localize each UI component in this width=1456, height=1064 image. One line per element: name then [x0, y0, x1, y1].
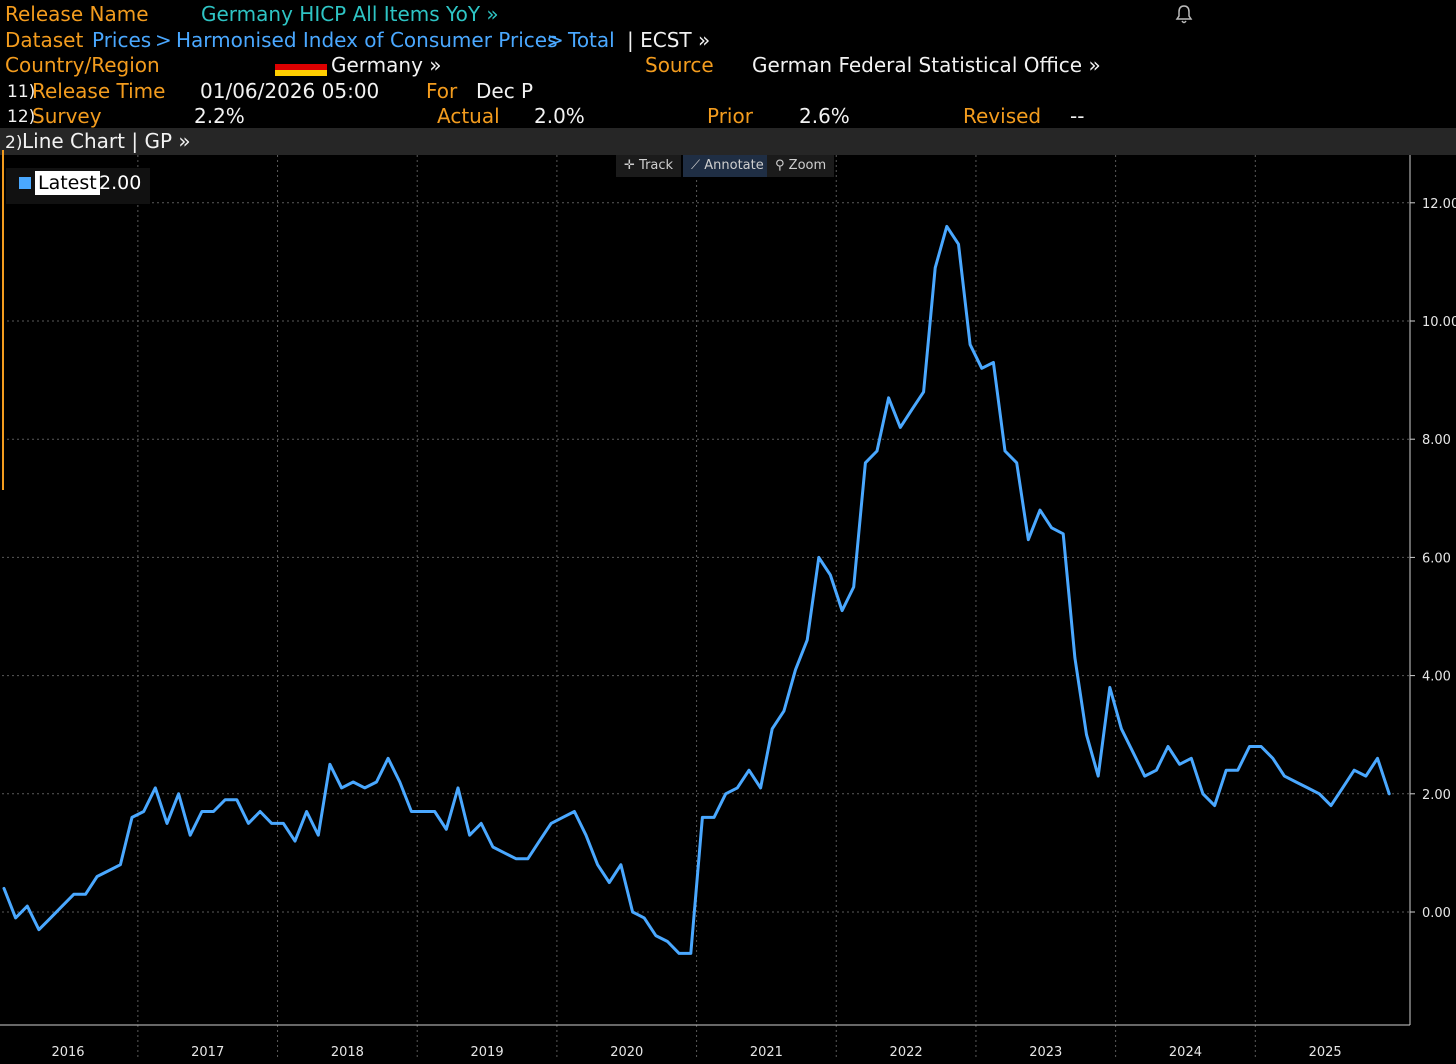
chart-legend[interactable]: Latest 2.00 — [6, 168, 150, 204]
x-tick-label: 2016 — [51, 1045, 84, 1060]
survey-number[interactable]: 12) — [7, 107, 36, 127]
breadcrumb-hicp[interactable]: Harmonised Index of Consumer Prices — [176, 28, 558, 52]
ecst-link[interactable]: | ECST » — [627, 28, 711, 52]
y-axis-ticks: 0.00 2.00 4.00 6.00 8.00 10.00 12.00 — [1410, 197, 1456, 921]
chart-toolbar: 2) Line Chart | GP » — [0, 128, 1456, 155]
track-button[interactable]: ✛ Track — [616, 155, 682, 177]
x-tick-label: 2024 — [1169, 1045, 1202, 1060]
line-chart-menu[interactable]: Line Chart | GP » — [22, 129, 191, 153]
y-tick-label: 4.00 — [1422, 670, 1451, 685]
x-axis-labels: 2016 2017 2018 2019 2020 2021 2022 2023 2024 2025 — [51, 1045, 1341, 1060]
survey-label[interactable]: Survey — [32, 104, 102, 128]
magnifier-icon: ⚲ — [775, 158, 785, 173]
x-tick-label: 2022 — [890, 1045, 923, 1060]
source-label: Source — [645, 53, 714, 77]
breadcrumb-total[interactable]: Total — [568, 28, 615, 52]
grid-lines — [2, 155, 1410, 1060]
annotate-label: Annotate — [704, 158, 764, 173]
pencil-icon: ⟋ — [691, 158, 701, 173]
selection-indicator — [2, 150, 4, 490]
annotate-button[interactable]: ⟋ Annotate — [683, 155, 772, 177]
breadcrumb-prices[interactable]: Prices — [92, 28, 152, 52]
legend-swatch — [19, 177, 31, 189]
x-tick-label: 2025 — [1309, 1045, 1342, 1060]
x-tick-label: 2018 — [331, 1045, 364, 1060]
source-link[interactable]: German Federal Statistical Office » — [752, 53, 1101, 77]
for-label: For — [426, 79, 458, 103]
x-tick-label: 2023 — [1029, 1045, 1062, 1060]
x-tick-label: 2017 — [191, 1045, 224, 1060]
legend-value: 2.00 — [99, 172, 142, 194]
prior-label: Prior — [707, 104, 753, 128]
revised-label: Revised — [963, 104, 1042, 128]
track-label: Track — [639, 158, 674, 173]
zoom-label: Zoom — [788, 158, 827, 173]
legend-label[interactable]: Latest — [35, 171, 100, 195]
y-tick-label: 0.00 — [1422, 906, 1451, 921]
y-tick-label: 10.00 — [1422, 315, 1456, 330]
country-link[interactable]: Germany » — [331, 53, 442, 77]
x-tick-label: 2020 — [610, 1045, 643, 1060]
series-line-latest[interactable] — [2, 224, 1391, 955]
release-name-link[interactable]: Germany HICP All Items YoY » — [201, 2, 499, 26]
y-tick-label: 12.00 — [1422, 197, 1456, 212]
x-tick-label: 2019 — [471, 1045, 504, 1060]
germany-flag-icon — [275, 58, 327, 76]
survey-value: 2.2% — [194, 104, 245, 128]
flag-stripe-red — [275, 64, 327, 70]
revised-value: -- — [1070, 104, 1085, 128]
bell-icon[interactable] — [1173, 3, 1195, 25]
country-label: Country/Region — [5, 53, 160, 77]
y-tick-label: 2.00 — [1422, 788, 1451, 803]
for-value: Dec P — [476, 79, 534, 103]
axes — [0, 155, 1411, 1026]
flag-stripe-black — [275, 58, 327, 64]
dataset-label: Dataset — [5, 28, 84, 52]
chart-area[interactable]: 0.00 2.00 4.00 6.00 8.00 10.00 12.00 2016 2017 2… — [0, 155, 1456, 1060]
release-time-number[interactable]: 11) — [7, 82, 36, 102]
release-time-label[interactable]: Release Time — [32, 79, 166, 103]
toolbar-number[interactable]: 2) — [5, 133, 23, 153]
prior-value: 2.6% — [799, 104, 850, 128]
release-name-label: Release Name — [5, 2, 149, 26]
y-tick-label: 8.00 — [1422, 433, 1451, 448]
header-panel: Release Name Germany HICP All Items YoY … — [0, 0, 1456, 128]
actual-value: 2.0% — [534, 104, 585, 128]
breadcrumb-separator: > — [547, 28, 564, 52]
x-tick-label: 2021 — [750, 1045, 783, 1060]
actual-label: Actual — [437, 104, 500, 128]
zoom-button[interactable]: ⚲ Zoom — [767, 155, 835, 177]
release-time-value: 01/06/2026 05:00 — [200, 79, 380, 103]
crosshair-icon: ✛ — [624, 158, 635, 173]
flag-stripe-gold — [275, 70, 327, 76]
breadcrumb-separator: > — [155, 28, 172, 52]
y-tick-label: 6.00 — [1422, 551, 1451, 566]
